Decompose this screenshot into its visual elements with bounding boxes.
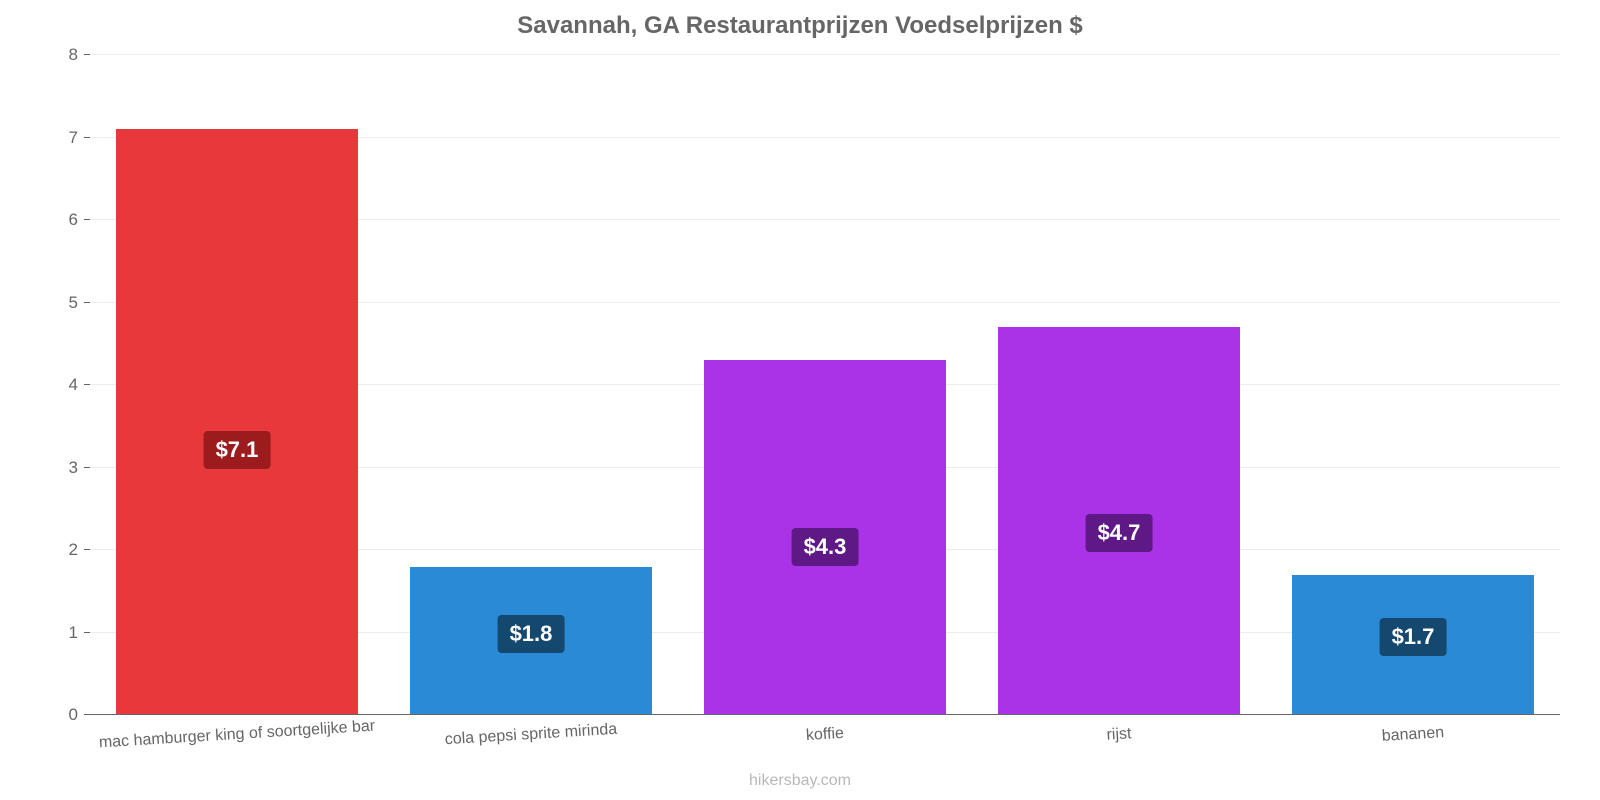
chart-title: Savannah, GA Restaurantprijzen Voedselpr… — [0, 0, 1600, 40]
bar: $1.7 — [1292, 575, 1533, 715]
value-badge: $4.7 — [1086, 514, 1153, 552]
bar: $4.7 — [998, 327, 1239, 715]
y-tick-label: 8 — [69, 45, 90, 65]
bar: $4.3 — [704, 360, 945, 715]
bar: $7.1 — [116, 129, 357, 715]
y-tick-label: 5 — [69, 293, 90, 313]
x-axis-label: bananen — [1381, 724, 1444, 746]
y-tick-mark — [84, 219, 90, 220]
y-tick-label: 4 — [69, 375, 90, 395]
y-tick-mark — [84, 714, 90, 715]
y-tick-mark — [84, 54, 90, 55]
value-badge: $4.3 — [792, 528, 859, 566]
y-tick-mark — [84, 549, 90, 550]
y-tick-label: 2 — [69, 540, 90, 560]
chart-plot-area: $7.1$1.8$4.3$4.7$1.7 012345678 — [90, 55, 1560, 715]
x-axis-label: rijst — [1106, 725, 1132, 744]
x-axis-label: mac hamburger king of soortgelijke bar — [98, 718, 375, 753]
bar: $1.8 — [410, 567, 651, 716]
x-axis-label: cola pepsi sprite mirinda — [444, 721, 617, 749]
chart-bars: $7.1 $1.8 $4.3 $4.7 $1.7 — [90, 55, 1560, 715]
chart-baseline — [90, 714, 1560, 715]
y-tick-label: 0 — [69, 705, 90, 725]
chart-attribution: hikersbay.com — [0, 772, 1600, 790]
y-tick-label: 7 — [69, 128, 90, 148]
value-badge: $1.8 — [498, 615, 565, 653]
y-tick-mark — [84, 302, 90, 303]
y-tick-label: 1 — [69, 623, 90, 643]
x-axis-label: koffie — [806, 725, 845, 745]
y-tick-label: 3 — [69, 458, 90, 478]
y-tick-mark — [84, 467, 90, 468]
y-tick-mark — [84, 384, 90, 385]
value-badge: $7.1 — [204, 431, 271, 469]
y-tick-mark — [84, 137, 90, 138]
value-badge: $1.7 — [1380, 618, 1447, 656]
y-tick-mark — [84, 632, 90, 633]
y-tick-label: 6 — [69, 210, 90, 230]
